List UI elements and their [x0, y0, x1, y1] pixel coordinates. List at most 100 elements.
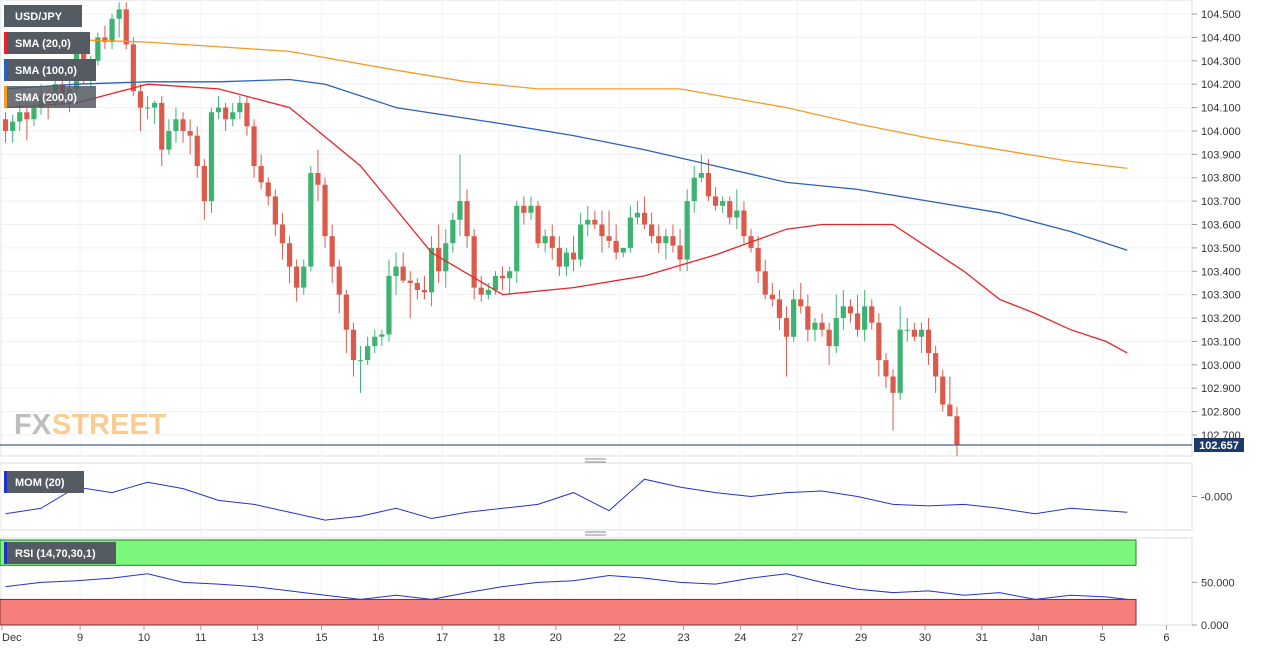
legend-sma20[interactable]: SMA (20,0) — [4, 32, 90, 54]
candle-body — [734, 210, 740, 218]
price-tick-label: 104.200 — [1201, 79, 1241, 91]
candle-body — [592, 219, 598, 225]
candle-body — [173, 119, 179, 131]
candle — [578, 212, 584, 267]
mom-resize-handle[interactable] — [585, 458, 606, 463]
candle-body — [279, 224, 286, 244]
fxstreet-watermark: FX STREET — [14, 409, 167, 441]
candle — [372, 329, 378, 354]
legend-mom[interactable]: MOM (20) — [4, 471, 84, 493]
candle — [343, 289, 349, 354]
candle-body — [152, 102, 158, 108]
candle-body — [194, 135, 200, 167]
candle — [925, 318, 932, 365]
candle — [549, 224, 555, 260]
candle-body — [144, 107, 151, 109]
candle-body — [166, 130, 172, 150]
candle-body — [634, 212, 641, 218]
legend-sma100[interactable]: SMA (100,0) — [4, 59, 96, 81]
candle-body — [322, 184, 328, 237]
rsi-tick-label: 50.000 — [1201, 577, 1235, 589]
sma200-line — [5, 36, 1128, 170]
candle — [336, 259, 342, 314]
candle-body — [159, 102, 165, 150]
sma20-line — [5, 83, 1128, 354]
candle-body — [783, 318, 790, 337]
candle — [443, 229, 449, 288]
candle — [883, 353, 889, 389]
candle — [528, 196, 534, 220]
price-tick-label: 104.100 — [1201, 103, 1241, 115]
candles — [2, 2, 960, 456]
candle-body — [315, 173, 321, 185]
oscillator-lines — [5, 478, 1128, 600]
mom-tick-label: -0.000 — [1201, 492, 1232, 504]
candle-body — [691, 177, 697, 202]
candle-body — [450, 219, 456, 244]
candle — [407, 271, 413, 319]
candle — [897, 306, 903, 400]
candle-body — [904, 329, 910, 331]
candle-body — [244, 102, 250, 127]
candle — [173, 107, 179, 143]
candle-body — [769, 294, 775, 300]
candle-body — [485, 289, 491, 295]
candle-body — [663, 236, 669, 244]
candle-body — [542, 236, 548, 244]
candle — [691, 166, 697, 213]
candle-body — [869, 306, 875, 323]
candle — [237, 95, 243, 120]
price-tick-label: 104.000 — [1201, 126, 1241, 138]
candle — [201, 159, 207, 220]
candle — [599, 210, 605, 253]
rsi-label: RSI (14,70,30,1) — [15, 548, 96, 560]
candle-body — [365, 346, 371, 361]
candle-body — [585, 219, 591, 225]
candle — [869, 299, 875, 330]
candle — [585, 205, 591, 237]
candle — [776, 289, 783, 330]
candle-body — [272, 196, 278, 225]
candle-body — [925, 329, 932, 354]
candle-body — [17, 112, 23, 122]
watermark-street: STREET — [52, 409, 167, 441]
date-tick-label: 24 — [734, 632, 746, 644]
candle-body — [620, 247, 626, 253]
candle — [663, 229, 669, 260]
candle — [606, 210, 612, 248]
candle-body — [95, 37, 101, 61]
candle — [798, 282, 804, 314]
legend-instrument[interactable]: USD/JPY — [4, 5, 82, 27]
candle — [187, 119, 193, 155]
mom-label: MOM (20) — [15, 477, 65, 489]
candle — [840, 289, 846, 330]
candle — [379, 329, 385, 347]
date-tick-label: 31 — [976, 632, 988, 644]
rsi-line — [5, 573, 1128, 600]
candle-body — [918, 329, 925, 337]
candle-body — [762, 271, 768, 295]
candle — [194, 126, 200, 178]
candle-body — [911, 329, 917, 337]
price-tick-label: 103.500 — [1201, 243, 1241, 255]
candle — [251, 119, 257, 178]
candle-body — [833, 318, 839, 347]
candle — [507, 266, 513, 295]
candle-body — [201, 166, 207, 202]
legend-sma200[interactable]: SMA (200,0) — [4, 86, 96, 108]
candle — [230, 102, 236, 127]
candle-body — [698, 173, 704, 178]
date-tick-label: 5 — [1099, 632, 1105, 644]
candle — [215, 95, 222, 120]
candle — [570, 236, 577, 272]
candle — [670, 224, 676, 253]
candle — [556, 236, 562, 276]
legend-rsi[interactable]: RSI (14,70,30,1) — [4, 542, 116, 564]
price-tick-label: 103.200 — [1201, 313, 1241, 325]
candle-body — [656, 236, 662, 244]
candle — [499, 266, 506, 290]
price-tick-label: 103.600 — [1201, 219, 1241, 231]
price-axis: 104.500 104.400 104.300 104.200 104.100 104.0… — [1192, 9, 1241, 632]
rsi-resize-handle[interactable] — [585, 531, 606, 536]
candle — [137, 84, 144, 131]
